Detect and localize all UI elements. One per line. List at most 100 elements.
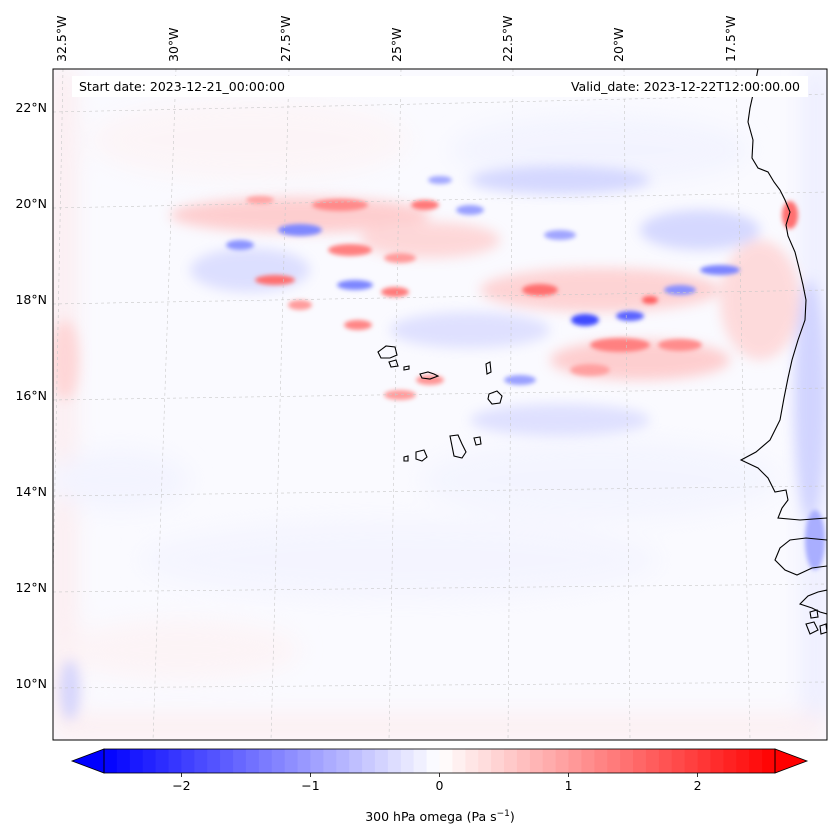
colorbar-segment bbox=[620, 749, 634, 773]
colorbar-segment bbox=[220, 749, 234, 773]
lat-label: 14°N bbox=[15, 484, 47, 499]
colorbar-segment bbox=[349, 749, 363, 773]
colorbar-label: 300 hPa omega (Pa s−1) bbox=[365, 809, 515, 824]
colorbar-segment bbox=[336, 749, 350, 773]
island-sao-nicolau bbox=[419, 371, 440, 380]
colorbar-segment bbox=[297, 749, 312, 773]
lon-label: 27.5°W bbox=[278, 16, 293, 62]
longitude-labels: 32.5°W 30°W 27.5°W 25°W 22.5°W 20°W 17.5… bbox=[54, 16, 738, 62]
colorbar-segment bbox=[374, 749, 389, 773]
map-frame bbox=[52, 68, 828, 741]
colorbar-segment bbox=[504, 749, 518, 773]
colorbar-segment bbox=[362, 749, 376, 773]
colorbar-segment bbox=[400, 749, 415, 773]
lat-label: 18°N bbox=[15, 292, 47, 307]
colorbar-segment bbox=[413, 749, 428, 773]
colorbar-segment bbox=[323, 749, 337, 773]
omega-field bbox=[53, 69, 827, 740]
colorbar-tick-label: 0 bbox=[436, 778, 444, 793]
lon-label: 25°W bbox=[389, 27, 404, 62]
lat-label: 10°N bbox=[15, 676, 47, 691]
colorbar-segment bbox=[516, 749, 531, 773]
lon-label: 17.5°W bbox=[723, 16, 738, 62]
coastlines bbox=[377, 69, 827, 635]
info-bar bbox=[72, 76, 808, 97]
colorbar-segment bbox=[310, 749, 324, 773]
colorbar: −2 −1 0 1 2 300 hPa omega (Pa s−1) bbox=[70, 748, 809, 824]
lon-label: 32.5°W bbox=[54, 16, 69, 62]
colorbar-segment bbox=[129, 749, 144, 773]
island-sal bbox=[485, 361, 492, 375]
colorbar-segments bbox=[104, 749, 776, 773]
colorbar-segment bbox=[104, 749, 118, 773]
colorbar-ticks: −2 −1 0 1 2 bbox=[172, 773, 702, 793]
colorbar-segment bbox=[478, 749, 492, 773]
colorbar-segment bbox=[684, 749, 699, 773]
colorbar-segment bbox=[207, 749, 221, 773]
colorbar-segment bbox=[645, 749, 660, 773]
colorbar-segment bbox=[284, 749, 299, 773]
colorbar-extend-max bbox=[774, 748, 809, 774]
valid-date-label: Valid_date: 2023-12-22T12:00:00.00 bbox=[571, 79, 800, 94]
lat-label: 12°N bbox=[15, 580, 47, 595]
graticule bbox=[53, 69, 827, 740]
africa-coastline-south bbox=[774, 537, 827, 576]
latitude-labels: 22°N 20°N 18°N 16°N 14°N 12°N 10°N bbox=[15, 100, 47, 691]
colorbar-segment bbox=[491, 749, 505, 773]
colorbar-segment bbox=[233, 749, 247, 773]
colorbar-segment bbox=[426, 749, 441, 773]
colorbar-segment bbox=[633, 749, 647, 773]
colorbar-segment bbox=[555, 749, 570, 773]
colorbar-segment bbox=[245, 749, 260, 773]
colorbar-segment bbox=[529, 749, 544, 773]
island-maio bbox=[473, 436, 482, 446]
colorbar-segment bbox=[710, 749, 724, 773]
colorbar-segment bbox=[168, 749, 183, 773]
colorbar-segment bbox=[736, 749, 750, 773]
colorbar-segment bbox=[439, 749, 453, 773]
colorbar-segment bbox=[258, 749, 273, 773]
lat-label: 22°N bbox=[15, 100, 47, 115]
lat-label: 16°N bbox=[15, 388, 47, 403]
colorbar-segment bbox=[452, 749, 466, 773]
colorbar-segment bbox=[387, 749, 402, 773]
island-sao-vicente bbox=[388, 359, 399, 368]
colorbar-segment bbox=[194, 749, 208, 773]
colorbar-segment bbox=[465, 749, 479, 773]
island-santo-antao bbox=[377, 345, 398, 359]
colorbar-segment bbox=[568, 749, 583, 773]
colorbar-tick-label: −2 bbox=[172, 778, 190, 793]
colorbar-extend-min bbox=[70, 748, 105, 774]
island-santiago bbox=[449, 434, 467, 459]
colorbar-segment bbox=[658, 749, 673, 773]
colorbar-segment bbox=[697, 749, 712, 773]
lon-label: 20°W bbox=[611, 27, 626, 62]
island-santa-luzia bbox=[403, 365, 410, 371]
lat-label: 20°N bbox=[15, 196, 47, 211]
colorbar-segment bbox=[542, 749, 557, 773]
colorbar-tick-label: 1 bbox=[565, 778, 573, 793]
colorbar-segment bbox=[762, 749, 776, 773]
colorbar-segment bbox=[723, 749, 737, 773]
africa-coastline bbox=[739, 69, 827, 521]
island-boa-vista bbox=[487, 390, 503, 405]
colorbar-segment bbox=[749, 749, 763, 773]
colorbar-tick-label: −1 bbox=[301, 778, 319, 793]
colorbar-segment bbox=[142, 749, 157, 773]
colorbar-segment bbox=[607, 749, 621, 773]
colorbar-tick-label: 2 bbox=[694, 778, 702, 793]
island-fogo bbox=[415, 449, 428, 462]
africa-coastline-guinea bbox=[798, 589, 827, 615]
colorbar-segment bbox=[181, 749, 195, 773]
colorbar-segment bbox=[671, 749, 686, 773]
start-date-label: Start date: 2023-12-21_00:00:00 bbox=[79, 79, 285, 94]
colorbar-segment bbox=[581, 749, 595, 773]
colorbar-segment bbox=[271, 749, 286, 773]
lon-label: 22.5°W bbox=[500, 16, 515, 62]
island-brava bbox=[403, 455, 409, 462]
lon-label: 30°W bbox=[166, 27, 181, 62]
colorbar-segment bbox=[155, 749, 170, 773]
colorbar-segment bbox=[594, 749, 608, 773]
bijagos-islands bbox=[805, 609, 827, 635]
